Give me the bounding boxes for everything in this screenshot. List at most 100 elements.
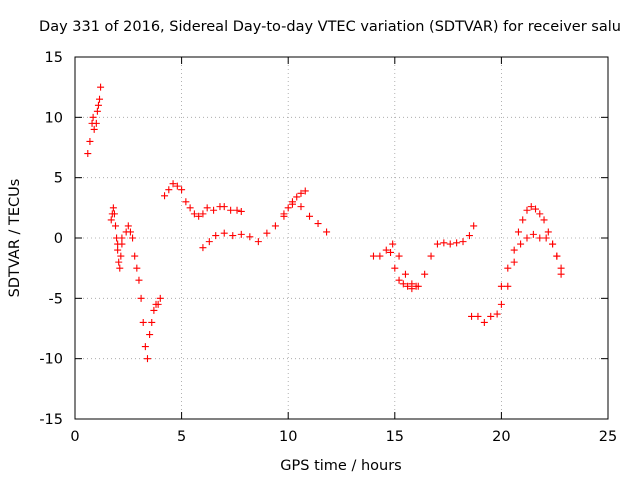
data-point [246, 233, 254, 241]
data-point [89, 113, 97, 121]
data-point [408, 285, 416, 293]
data-point [220, 203, 228, 211]
y-tick-labels: -15 -10 -5 0 5 10 15 [39, 50, 63, 428]
axis-ticks [74, 56, 609, 420]
data-point [395, 276, 403, 284]
data-point [549, 240, 557, 248]
x-axis-label: GPS time / hours [280, 458, 401, 474]
x-tick-label: 0 [70, 429, 79, 445]
data-point [205, 238, 213, 246]
data-point [141, 343, 149, 351]
data-points [84, 83, 565, 363]
data-point [161, 192, 169, 200]
data-point [314, 220, 322, 228]
data-point [557, 264, 565, 272]
data-point [92, 119, 100, 127]
data-point [389, 240, 397, 248]
data-point [254, 238, 262, 246]
y-tick-label: 15 [45, 50, 63, 66]
data-point [433, 240, 441, 248]
data-point [237, 207, 245, 215]
data-point [497, 282, 505, 290]
data-point [497, 300, 505, 308]
data-point [297, 189, 305, 197]
data-point [190, 210, 198, 218]
data-point [212, 232, 220, 240]
data-point [474, 312, 482, 320]
data-point [182, 198, 190, 206]
data-point [395, 252, 403, 260]
data-point [271, 222, 279, 230]
data-point [510, 258, 518, 266]
data-point [186, 204, 194, 212]
data-point [412, 282, 420, 290]
x-tick-label: 15 [386, 429, 404, 445]
data-point [440, 239, 448, 247]
data-point [137, 294, 145, 302]
grid-lines [75, 57, 608, 419]
data-point [116, 264, 124, 272]
data-point [126, 228, 134, 236]
data-point [540, 216, 548, 224]
data-point [532, 205, 540, 213]
data-point [114, 240, 122, 248]
data-point [210, 206, 218, 214]
data-point [427, 252, 435, 260]
data-point [376, 252, 384, 260]
y-tick-label: 10 [45, 110, 63, 126]
data-point [536, 210, 544, 218]
data-point [93, 107, 101, 115]
data-point [90, 125, 98, 133]
chart-title: Day 331 of 2016, Sidereal Day-to-day VTE… [39, 19, 621, 35]
data-point [135, 276, 143, 284]
data-point [178, 186, 186, 194]
data-point [263, 229, 271, 237]
data-point [536, 234, 544, 242]
data-point [227, 206, 235, 214]
data-point [112, 222, 120, 230]
data-point [129, 234, 137, 242]
data-point [504, 264, 512, 272]
data-point [288, 198, 296, 206]
data-point [421, 270, 429, 278]
data-point [133, 264, 141, 272]
data-point [173, 182, 181, 190]
data-point [233, 206, 241, 214]
data-point [124, 222, 132, 230]
data-point [514, 228, 522, 236]
data-point [404, 282, 412, 290]
data-point [146, 331, 154, 339]
data-point [96, 95, 104, 103]
data-point [280, 212, 288, 220]
data-point [459, 238, 467, 246]
data-point [306, 212, 314, 220]
data-point [468, 312, 476, 320]
data-point [154, 300, 162, 308]
data-point [86, 137, 94, 145]
data-point [553, 252, 561, 260]
data-point [150, 306, 158, 314]
y-axis-label: SDTVAR / TECUs [7, 179, 23, 298]
data-point [118, 234, 126, 242]
data-point [369, 252, 377, 260]
y-tick-label: 5 [54, 171, 63, 187]
data-point [220, 229, 228, 237]
y-tick-label: -10 [39, 352, 63, 368]
data-point [148, 318, 156, 326]
data-point [156, 294, 164, 302]
data-point [237, 230, 245, 238]
data-point [199, 244, 207, 252]
data-point [401, 270, 409, 278]
data-point [557, 270, 565, 278]
data-point [323, 228, 331, 236]
data-point [382, 246, 390, 254]
data-point [387, 248, 395, 256]
y-tick-label: 0 [54, 231, 63, 247]
data-point [143, 355, 151, 363]
data-point [84, 150, 92, 158]
data-point [110, 210, 118, 218]
data-point [542, 234, 550, 242]
data-point [517, 240, 525, 248]
data-point [544, 228, 552, 236]
